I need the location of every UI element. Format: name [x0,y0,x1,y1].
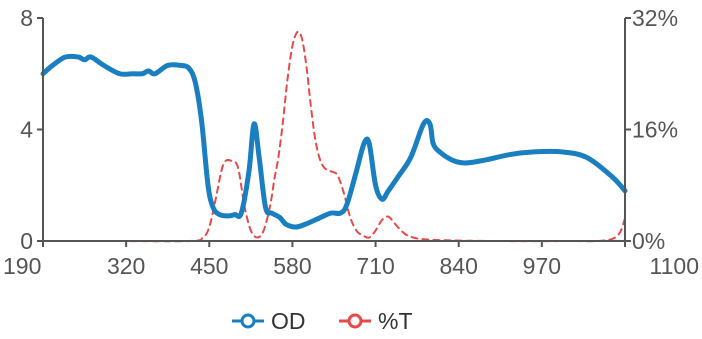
left-y-tick-label: 8 [20,5,33,31]
right-y-tick-label: 16% [632,117,678,143]
x-tick-label: 840 [440,253,478,279]
left-y-tick-label: 0 [20,228,33,254]
x-tick-label: 450 [190,253,228,279]
plot-area [40,30,628,243]
legend-transmittance-label: %T [378,308,413,334]
transmittance-series-line [42,30,626,243]
axes: 0 4 8 0% 16% 32% 190 320 450 580 710 840 970 1100 [3,5,699,279]
x-tick-label: 710 [356,253,394,279]
left-y-tick-label: 4 [20,117,33,143]
x-tick-label: 580 [273,253,311,279]
x-tick-label: 320 [107,253,145,279]
right-y-tick-label: 0% [632,228,665,254]
x-tick-label: 190 [3,253,41,279]
legend-transmittance-marker [347,313,363,329]
legend-od-label: OD [271,308,306,334]
legend: OD %T [232,308,413,334]
x-tick-label: 1100 [650,253,699,279]
x-tick-label: 970 [523,253,561,279]
od-series-line [40,53,628,230]
right-y-tick-label: 32% [632,5,678,31]
legend-od-marker [240,313,256,329]
